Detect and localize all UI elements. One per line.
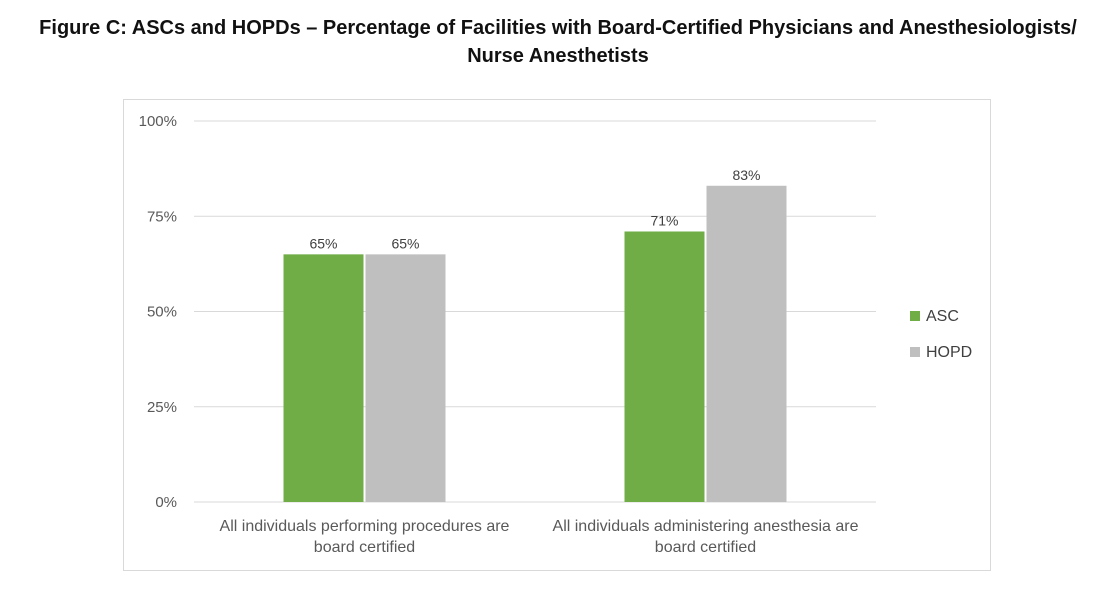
data-label-hopd-2: 83% <box>732 167 760 183</box>
x-category-label: All individuals administering anesthesia… <box>553 518 859 535</box>
chart-title-line-2: Nurse Anesthetists <box>467 45 649 67</box>
bar-asc-1 <box>283 254 364 502</box>
y-tick-label: 100% <box>139 113 177 130</box>
data-label-asc-2: 71% <box>650 212 678 228</box>
y-tick-label: 75% <box>147 208 177 225</box>
chart-title: Figure C: ASCs and HOPDs – Percentage of… <box>0 14 1116 70</box>
data-labels: 65% 65% 71% 83% <box>309 167 760 252</box>
y-axis-ticks: 0% 25% 50% 75% 100% <box>139 113 177 511</box>
bars <box>283 185 787 503</box>
data-label-asc-1: 65% <box>309 235 337 251</box>
bar-hopd-2 <box>706 185 787 502</box>
x-category-label: All individuals performing procedures ar… <box>220 518 510 535</box>
legend: ASC HOPD <box>910 308 972 361</box>
legend-swatch-hopd <box>910 347 920 357</box>
bar-hopd-1 <box>365 254 446 502</box>
legend-label-asc: ASC <box>926 308 959 325</box>
x-category-label: board certified <box>314 539 415 556</box>
x-axis-categories: All individuals performing procedures ar… <box>220 518 859 556</box>
y-tick-label: 50% <box>147 304 177 321</box>
chart-area <box>123 99 991 571</box>
y-tick-label: 0% <box>155 494 177 511</box>
x-category-label: board certified <box>655 539 756 556</box>
data-label-hopd-1: 65% <box>391 235 419 251</box>
y-tick-label: 25% <box>147 399 177 416</box>
bar-asc-2 <box>624 231 705 503</box>
legend-swatch-asc <box>910 311 920 321</box>
chart-title-line-1: Figure C: ASCs and HOPDs – Percentage of… <box>39 17 1077 39</box>
legend-label-hopd: HOPD <box>926 344 972 361</box>
